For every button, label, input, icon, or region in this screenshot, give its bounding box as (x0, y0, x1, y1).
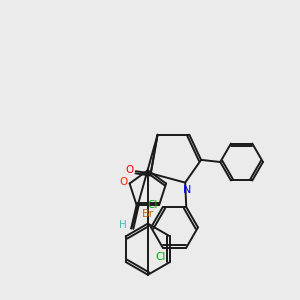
Text: H: H (119, 220, 127, 230)
Text: O: O (119, 178, 127, 188)
Text: O: O (125, 165, 134, 175)
Text: Cl: Cl (147, 200, 157, 210)
Text: Cl: Cl (155, 252, 166, 262)
Text: Br: Br (142, 209, 154, 219)
Text: N: N (183, 185, 191, 195)
